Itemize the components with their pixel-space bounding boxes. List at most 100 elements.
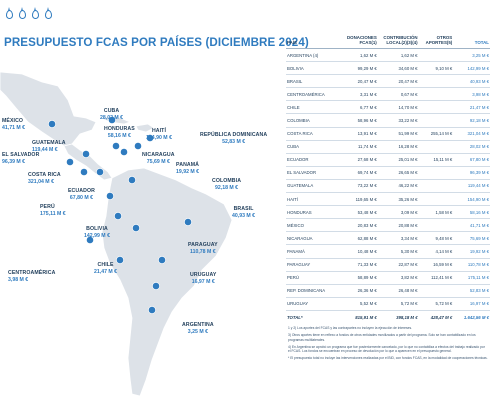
table-cell: 175,11 M € [453,271,490,285]
map-label-uruguay: URUGUAY 16,97 M € [190,272,217,285]
table-cell: 255,14 M € [418,127,454,141]
map-marker-nicaragua [120,148,128,156]
table-row: ARGENTINA (4) 1,62 M €1,62 M €3,25 M € [286,48,490,63]
table-cell: 6,77 M € [339,100,378,115]
map-label-costa-rica: COSTA RICA 321,04 M € [28,172,61,185]
table-cell: ECUADOR [286,153,340,167]
map-marker-guatemala [82,150,90,158]
table-row: PERÚ 58,89 M €3,82 M €112,41 M €175,11 M … [286,271,490,285]
table-cell: 112,41 M € [418,271,454,285]
table-cell: ARGENTINA (4) [286,48,340,63]
map-label-rep-dominicana: REPÚBLICA DOMINICANA 52,83 M € [200,132,268,145]
water-drop-icon [6,7,13,19]
table-cell: 71,33 M € [339,258,378,272]
map-label-panama: PANAMÁ 19,92 M € [176,162,200,175]
table-cell: 28,02 M € [453,140,490,154]
header-donaciones: DONACIONES FCAS(1) [339,34,378,49]
map-marker-cuba [108,116,116,124]
table-cell [418,74,454,89]
map-label-honduras: HONDURAS 58,16 M € [104,126,135,139]
map-marker-mexico [48,120,56,128]
header-otros: OTROS APORTES(5) [418,34,454,49]
map-marker-rep-dominicana [146,134,154,142]
table-cell [418,179,454,194]
table-cell: BOLIVIA [286,61,340,76]
map-marker-ecuador [106,192,114,200]
table-cell: 15,11 M € [418,153,454,167]
water-drop-icon [45,7,52,19]
map-label-brasil: BRASIL 40,93 M € [232,206,256,219]
table-cell: 20,88 M € [377,218,419,233]
table-cell: MÉXICO [286,218,340,233]
table-cell: CUBA [286,140,340,154]
table-cell: 20,47 M € [339,74,378,89]
table-cell: TOTAL* [286,309,340,324]
table-row: COLOMBIA 58,96 M €33,22 M € 92,18 M € [286,113,490,128]
latin-america-map: MÉXICO 41,71 M € CUBA 28,02 M € HAITÍ 154,9… [0,60,270,400]
table-cell: 119,65 M € [339,192,378,207]
map-label-mexico: MÉXICO 41,71 M € [2,118,26,131]
map-marker-uruguay [152,282,160,290]
table-cell: 27,68 M € [339,153,378,167]
table-cell: 428,47 M € [418,309,454,324]
table-row: CHILE 6,77 M €14,70 M € 21,47 M € [286,100,490,115]
table-cell [418,192,454,207]
table-row: NICARAGUA 62,88 M €3,34 M €9,48 M €75,69 … [286,231,490,246]
table-cell: 3,82 M € [377,271,419,285]
budget-table: PAÍS DONACIONES FCAS(1) CONTRIBUCIÓN LOC… [286,34,490,324]
table-cell: 16,28 M € [377,140,419,154]
table-cell: 398,18 M € [377,309,419,324]
header-pais: PAÍS [286,34,340,49]
table-cell: COLOMBIA [286,113,340,128]
table-cell: CHILE [286,100,340,115]
table-cell: 52,83 M € [453,284,490,298]
footnote: 1 y 2) Los aportes del FCAS y las contra… [288,326,413,330]
table-cell: 58,16 M € [453,205,490,220]
table-header-row: PAÍS DONACIONES FCAS(1) CONTRIBUCIÓN LOC… [286,34,490,49]
table-cell: REP. DOMINICANA [286,284,340,298]
table-cell: 26,36 M € [339,284,378,298]
water-drops-logo [6,7,52,19]
table-cell: 25,01 M € [377,153,419,167]
table-cell: 5,52 M € [339,297,378,311]
table-cell: HAITÍ [286,192,340,207]
table-cell: 16,97 M € [453,297,490,311]
table-cell: 1,58 M € [418,205,454,220]
table-cell: 22,87 M € [377,258,419,272]
table-cell: 53,48 M € [339,205,378,220]
map-marker-honduras [112,142,120,150]
table-cell: 99,29 M € [339,61,378,76]
table-row: COSTA RICA 13,91 M €51,99 M €255,14 M €32… [286,127,490,141]
table-row: BRASIL 20,47 M €20,47 M €40,93 M € [286,74,490,89]
table-cell: 67,80 M € [453,153,490,167]
table-row: URUGUAY 5,52 M €5,72 M €5,72 M €16,97 M € [286,297,490,311]
table-cell: 35,26 M € [377,192,419,207]
table-row: EL SALVADOR 69,74 M €26,65 M € 96,39 M € [286,166,490,180]
table-cell: 69,74 M € [339,166,378,180]
table-cell [418,166,454,180]
table-cell: 14,70 M € [377,100,419,115]
table-cell: 51,99 M € [377,127,419,141]
map-label-peru: PERÚ 175,11 M € [40,204,66,217]
table-cell: 154,90 M € [453,192,490,207]
table-cell: 1.642,56 M € [453,309,490,324]
table-cell: 20,83 M € [339,218,378,233]
header-total: TOTAL [453,34,490,49]
map-label-argentina: ARGENTINA 3,25 M € [182,322,214,335]
table-row: CUBA 11,74 M €16,28 M € 28,02 M € [286,140,490,154]
table-cell: 119,44 M € [453,179,490,194]
map-marker-chile [116,256,124,264]
table-row: MÉXICO 20,83 M €20,88 M € 41,71 M € [286,218,490,233]
table-row: HONDURAS 53,48 M €3,09 M €1,58 M €58,16 M… [286,205,490,220]
table-cell: 110,78 M € [453,258,490,272]
table-cell: PERÚ [286,271,340,285]
map-label-bolivia: BOLIVIA 142,99 M € [84,226,110,239]
table-cell: 9,48 M € [418,231,454,246]
table-cell: 33,22 M € [377,113,419,128]
table-cell: PANAMÁ [286,244,340,259]
table-cell [418,87,454,102]
table-cell: 34,60 M € [377,61,419,76]
map-marker-haiti [134,142,142,150]
table-cell: COSTA RICA [286,127,340,141]
map-marker-costa-rica [80,168,88,176]
